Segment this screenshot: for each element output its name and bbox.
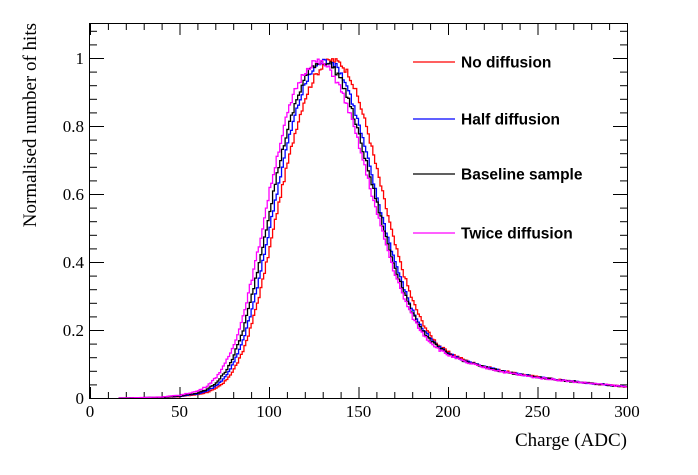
y-tick-label: 1 (76, 49, 85, 68)
y-tick-label: 0.8 (63, 117, 84, 136)
x-axis-title: Charge (ADC) (515, 430, 627, 451)
x-tick-label: 100 (256, 402, 282, 421)
x-tick-label: 150 (346, 402, 372, 421)
legend-label-no-diffusion: No diffusion (461, 55, 551, 72)
x-tick-label: 250 (525, 402, 551, 421)
axis-ticks (90, 24, 628, 399)
x-tick-label: 200 (435, 402, 461, 421)
y-tick-label: 0.6 (63, 185, 84, 204)
y-tick-label: 0.2 (63, 321, 84, 340)
legend-label-twice-diffusion: Twice diffusion (461, 226, 573, 243)
plot-series (118, 58, 627, 399)
plot-frame (89, 23, 628, 399)
y-tick-label: 0 (76, 389, 85, 408)
legend-label-baseline-sample: Baseline sample (461, 167, 583, 184)
legend-label-half-diffusion: Half diffusion (461, 112, 560, 129)
y-axis-title: Normalised number of hits (20, 23, 41, 227)
legend: No diffusion Half diffusion Baseline sampl… (413, 55, 583, 243)
tick-labels: 0 50 100 150 200 250 300 0 0.2 0.4 0.6 0.8 1 (63, 49, 640, 421)
y-tick-label: 0.4 (63, 253, 85, 272)
series-line-twice-diffusion (118, 58, 627, 399)
x-tick-label: 0 (86, 402, 95, 421)
x-tick-label: 300 (614, 402, 640, 421)
x-tick-label: 50 (171, 402, 188, 421)
